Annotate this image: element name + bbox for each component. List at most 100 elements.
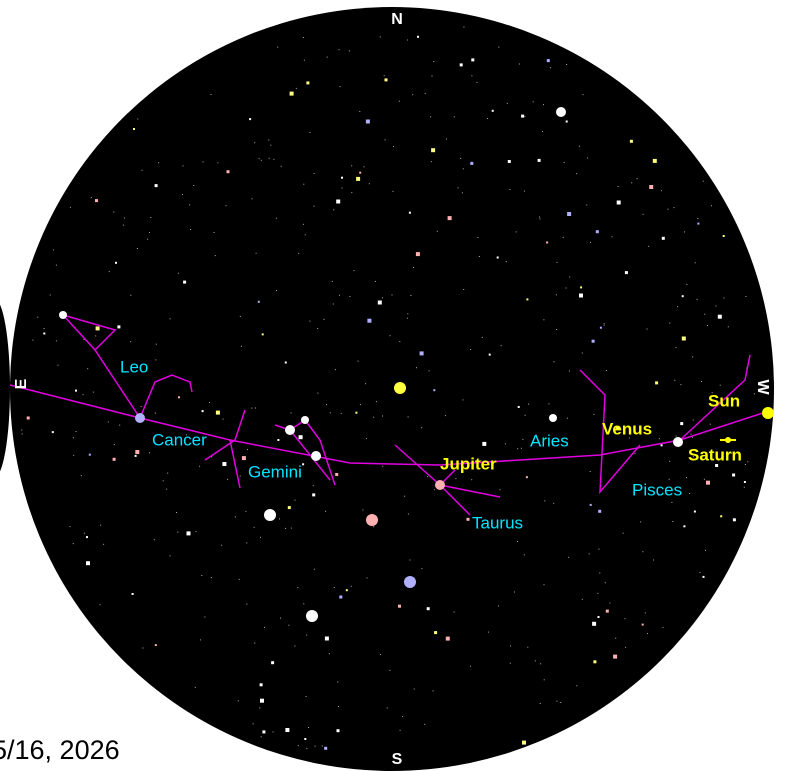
- star: [72, 437, 74, 439]
- star: [241, 456, 246, 461]
- star: [597, 616, 600, 618]
- pisces-line: [679, 354, 751, 441]
- star: [324, 746, 328, 750]
- star: [524, 115, 526, 117]
- star: [225, 205, 227, 207]
- star: [255, 407, 256, 409]
- star: [363, 166, 365, 168]
- star: [331, 280, 333, 282]
- star: [715, 305, 717, 307]
- star: [238, 578, 240, 580]
- star: [302, 463, 305, 466]
- star: [636, 178, 638, 180]
- star: [260, 698, 264, 703]
- star: [285, 728, 290, 732]
- star: [147, 238, 149, 240]
- star: [553, 502, 555, 504]
- star: [402, 716, 404, 717]
- star: [549, 67, 551, 69]
- star: [586, 204, 588, 206]
- cancer-line: [229, 439, 241, 489]
- star: [80, 475, 82, 477]
- star: [576, 685, 578, 687]
- planet-label: Venus: [602, 419, 652, 438]
- star: [671, 501, 673, 503]
- star: [154, 184, 158, 188]
- star: [337, 681, 339, 683]
- star: [260, 159, 262, 161]
- star: [517, 541, 518, 542]
- star: [421, 427, 423, 429]
- star: [268, 157, 270, 159]
- star: [634, 453, 636, 455]
- star: [552, 444, 553, 446]
- star: [675, 435, 677, 437]
- star: [524, 414, 526, 416]
- star: [604, 582, 606, 584]
- star: [285, 527, 286, 529]
- star: [298, 252, 300, 254]
- ecliptic: [9, 384, 773, 466]
- star: [259, 683, 263, 687]
- star: [463, 289, 465, 290]
- star: [424, 92, 426, 94]
- star: [133, 128, 135, 130]
- star: [415, 252, 420, 257]
- star: [509, 662, 511, 664]
- star: [253, 526, 255, 528]
- star: [295, 87, 297, 89]
- star: [100, 524, 102, 526]
- star: [329, 412, 331, 414]
- star: [275, 217, 277, 219]
- star: [605, 609, 609, 613]
- star: [341, 176, 343, 179]
- star: [202, 161, 204, 163]
- star: [692, 356, 694, 358]
- star: [313, 205, 315, 207]
- star: [647, 633, 648, 635]
- star: [359, 111, 361, 112]
- star: [500, 345, 502, 347]
- constellation-label: Gemini: [248, 462, 302, 481]
- star: [210, 94, 212, 95]
- star: [193, 185, 195, 186]
- star: [209, 402, 210, 404]
- star: [21, 429, 23, 431]
- star: [470, 348, 472, 350]
- star: [709, 423, 711, 425]
- star: [539, 218, 541, 220]
- star: [690, 433, 692, 435]
- star: [453, 611, 455, 613]
- star: [189, 204, 191, 206]
- star: [534, 660, 536, 662]
- star: [560, 702, 562, 703]
- star: [732, 473, 736, 477]
- star: [646, 328, 648, 330]
- star: [83, 532, 85, 534]
- star: [87, 368, 89, 370]
- star: [57, 364, 59, 366]
- star: [565, 287, 567, 289]
- star: [745, 296, 747, 297]
- star: [427, 476, 429, 478]
- star: [284, 361, 287, 364]
- star: [328, 653, 330, 655]
- star: [567, 212, 572, 216]
- star: [582, 94, 584, 96]
- star: [471, 58, 475, 62]
- star: [317, 392, 319, 394]
- star: [302, 37, 304, 38]
- star: [683, 525, 686, 528]
- star: [616, 200, 621, 205]
- star: [595, 230, 599, 234]
- star: [158, 162, 160, 164]
- star: [543, 104, 544, 106]
- star: [579, 293, 583, 298]
- star: [598, 509, 602, 513]
- star: [506, 102, 508, 104]
- star: [660, 444, 663, 447]
- star: [239, 315, 241, 317]
- star: [302, 223, 304, 225]
- star: [491, 109, 494, 112]
- compass-south: S: [392, 751, 403, 768]
